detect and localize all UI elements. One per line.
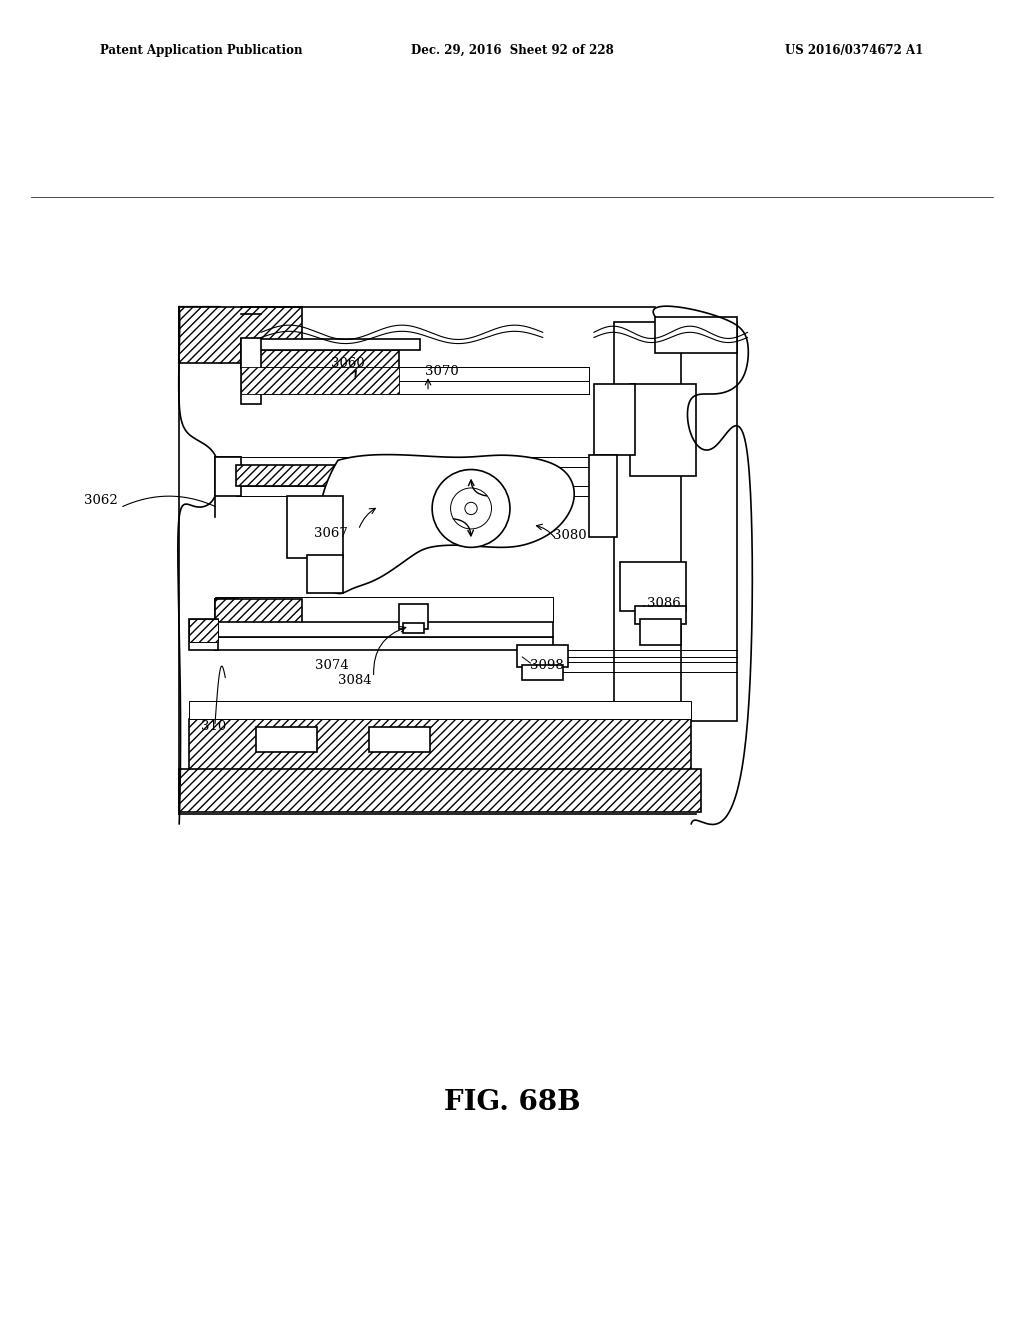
Bar bbox=[179, 306, 302, 363]
Bar bbox=[589, 455, 617, 537]
Bar bbox=[630, 384, 696, 475]
Bar bbox=[189, 701, 691, 719]
Text: 3080: 3080 bbox=[553, 529, 587, 543]
Bar bbox=[403, 623, 424, 634]
Bar bbox=[369, 726, 430, 752]
Text: Dec. 29, 2016  Sheet 92 of 228: Dec. 29, 2016 Sheet 92 of 228 bbox=[411, 44, 613, 57]
Bar bbox=[215, 457, 241, 496]
Bar bbox=[241, 367, 589, 381]
Bar bbox=[215, 638, 553, 649]
Bar bbox=[256, 726, 317, 752]
Bar bbox=[215, 597, 553, 622]
Bar bbox=[241, 350, 399, 368]
Bar bbox=[517, 644, 568, 667]
Bar bbox=[655, 317, 737, 352]
Polygon shape bbox=[317, 454, 574, 594]
Bar bbox=[236, 457, 594, 467]
Bar bbox=[522, 665, 563, 681]
Bar bbox=[681, 322, 737, 722]
Text: 3060: 3060 bbox=[331, 358, 365, 370]
Circle shape bbox=[465, 503, 477, 515]
Bar bbox=[241, 338, 261, 404]
Bar bbox=[594, 384, 635, 455]
Bar bbox=[620, 562, 686, 611]
Bar bbox=[215, 622, 553, 638]
Text: 3062: 3062 bbox=[84, 495, 118, 507]
Bar bbox=[189, 619, 218, 642]
Bar bbox=[640, 619, 681, 644]
Bar bbox=[179, 768, 701, 812]
Bar bbox=[614, 322, 691, 722]
Text: FIG. 68B: FIG. 68B bbox=[443, 1089, 581, 1115]
Bar bbox=[189, 619, 218, 649]
Text: 3084: 3084 bbox=[338, 673, 372, 686]
Bar bbox=[236, 467, 594, 486]
Text: 3098: 3098 bbox=[530, 659, 564, 672]
Bar bbox=[215, 598, 302, 624]
Bar bbox=[635, 606, 686, 624]
Text: 3067: 3067 bbox=[314, 527, 348, 540]
Text: 3070: 3070 bbox=[425, 366, 459, 379]
Bar bbox=[287, 496, 343, 557]
Bar bbox=[236, 486, 594, 496]
Text: 3074: 3074 bbox=[315, 659, 349, 672]
Text: Patent Application Publication: Patent Application Publication bbox=[100, 44, 303, 57]
Polygon shape bbox=[179, 306, 241, 363]
Text: 310: 310 bbox=[201, 719, 226, 733]
Text: US 2016/0374672 A1: US 2016/0374672 A1 bbox=[785, 44, 924, 57]
Circle shape bbox=[432, 470, 510, 548]
Bar bbox=[241, 367, 399, 393]
Bar bbox=[189, 719, 691, 772]
Bar bbox=[307, 554, 343, 594]
Bar bbox=[236, 466, 338, 486]
Bar bbox=[241, 381, 589, 393]
Bar bbox=[241, 339, 420, 350]
Bar bbox=[399, 603, 428, 630]
Text: 3086: 3086 bbox=[647, 597, 681, 610]
Circle shape bbox=[451, 488, 492, 529]
